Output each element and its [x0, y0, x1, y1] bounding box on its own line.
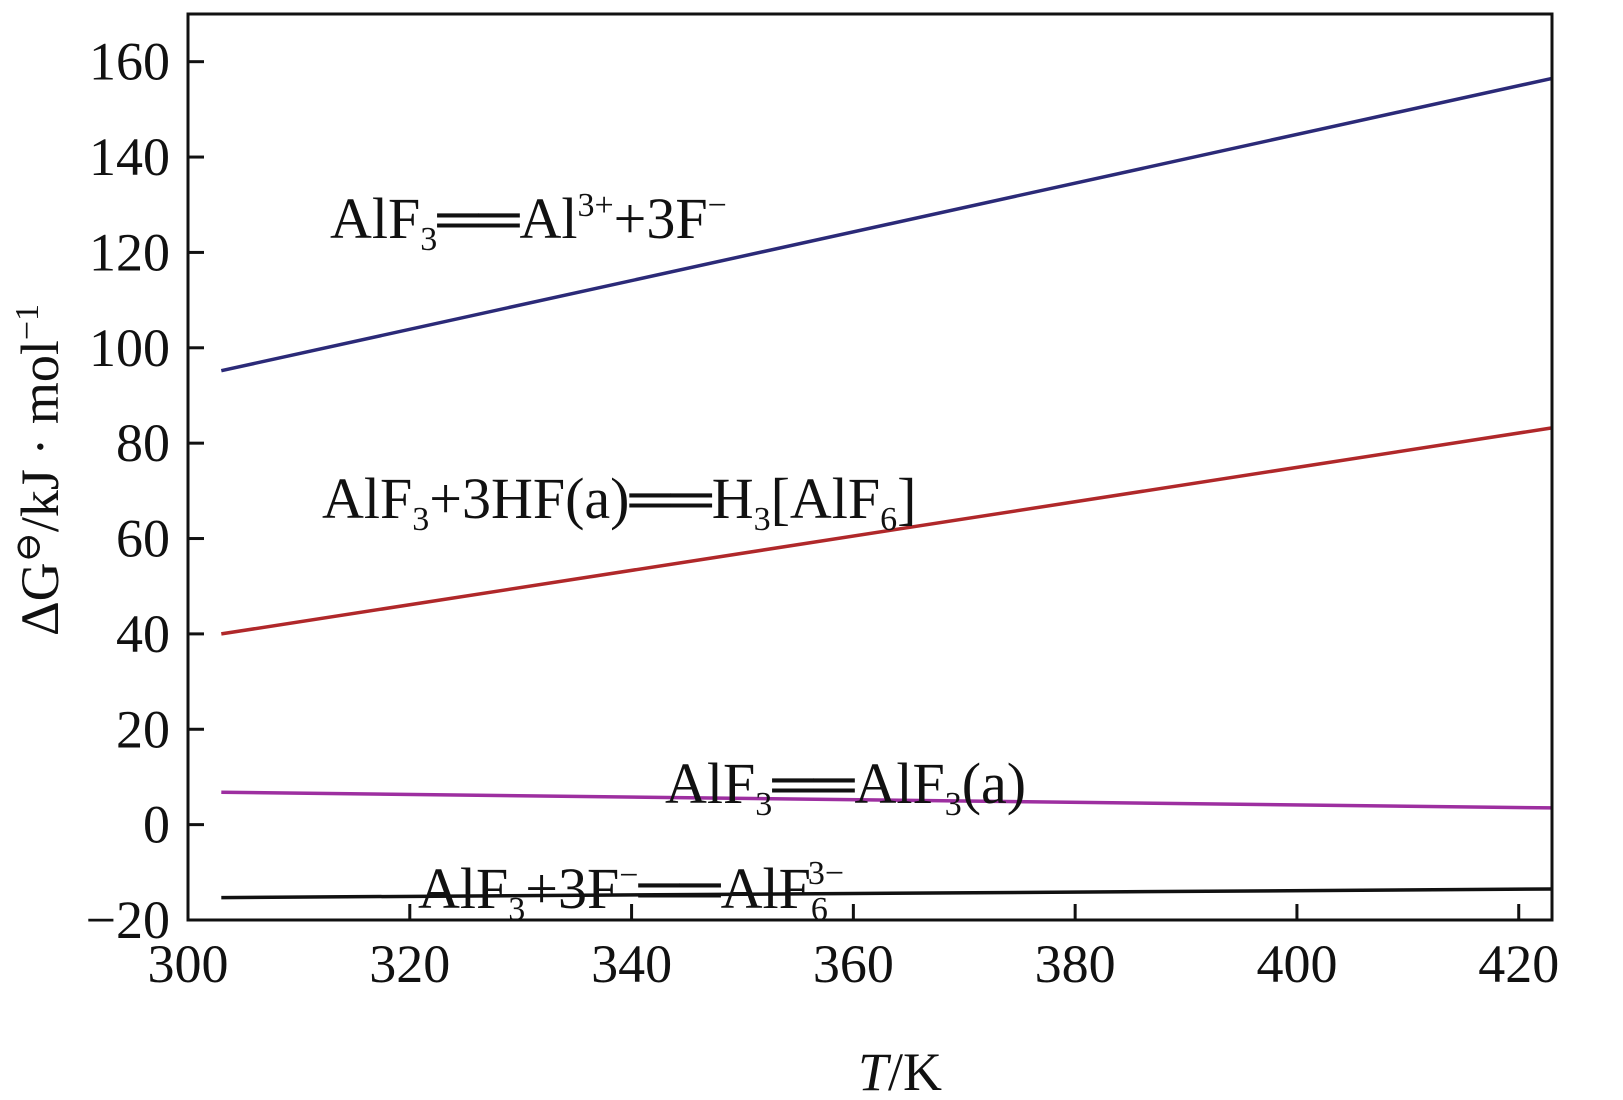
tick-layer: 300 320 340 360 380 400 420 −20 0 20 40 60 80 100 120 1… — [86, 32, 1560, 994]
annotation-dissolution: AlF3══Al3++3F− — [330, 186, 727, 258]
y-tick-label: 60 — [116, 509, 170, 569]
series-line-1 — [220, 76, 1553, 373]
y-tick-label: 140 — [89, 127, 170, 187]
y-tick-label: −20 — [86, 890, 170, 950]
series-line-3 — [221, 790, 1553, 810]
x-axis-title: T/K — [858, 1042, 942, 1100]
x-tick-label: 420 — [1478, 934, 1559, 994]
y-tick-label: 40 — [116, 604, 170, 664]
y-tick-label: 100 — [89, 318, 170, 378]
y-axis-title: ΔG⊖/kJ · mol−1 — [8, 304, 70, 636]
x-tick-label: 320 — [369, 934, 450, 994]
series-line-4 — [221, 887, 1553, 900]
y-tick-label: 160 — [89, 32, 170, 92]
x-tick-label: 300 — [148, 934, 229, 994]
y-tick-label: 20 — [116, 699, 170, 759]
x-tick-label: 360 — [813, 934, 894, 994]
series-line-2 — [221, 426, 1553, 636]
x-tick-label: 380 — [1035, 934, 1116, 994]
x-tick-label: 340 — [591, 934, 672, 994]
series-layer — [220, 76, 1553, 900]
annotation-h3alf6: AlF3+3HF(a)══H3[AlF6] — [322, 466, 916, 538]
y-tick-label: 120 — [89, 222, 170, 282]
y-tick-label: 0 — [143, 795, 170, 855]
annotation-alf6: AlF3+3F−══AlF63− — [418, 855, 844, 928]
plot-frame — [186, 12, 1554, 922]
annotation-alf3-aq: AlF3══AlF3(a) — [665, 751, 1026, 823]
y-tick-label: 80 — [116, 413, 170, 473]
x-tick-label: 400 — [1256, 934, 1337, 994]
